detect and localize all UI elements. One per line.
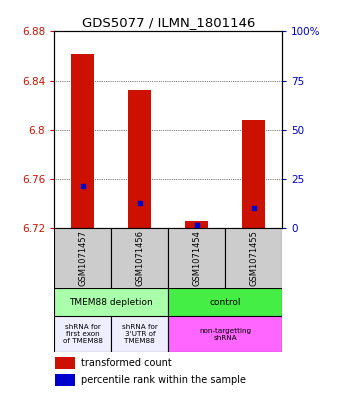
Bar — [168, 316, 282, 352]
Bar — [242, 120, 265, 228]
Text: percentile rank within the sample: percentile rank within the sample — [81, 375, 246, 384]
Text: shRNA for
3'UTR of
TMEM88: shRNA for 3'UTR of TMEM88 — [122, 324, 158, 344]
Bar — [54, 228, 112, 289]
Text: GSM1071457: GSM1071457 — [79, 230, 87, 286]
Text: GSM1071456: GSM1071456 — [135, 230, 144, 286]
Bar — [168, 228, 225, 289]
Bar — [54, 316, 112, 352]
Text: transformed count: transformed count — [81, 358, 172, 368]
Text: shRNA for
first exon
of TMEM88: shRNA for first exon of TMEM88 — [63, 324, 103, 344]
Text: GSM1071455: GSM1071455 — [249, 230, 258, 286]
Bar — [112, 228, 168, 289]
Bar — [112, 316, 168, 352]
Text: control: control — [209, 298, 241, 307]
Bar — [71, 53, 94, 228]
Bar — [225, 228, 282, 289]
Bar — [129, 90, 151, 228]
Title: GDS5077 / ILMN_1801146: GDS5077 / ILMN_1801146 — [82, 16, 255, 29]
Bar — [55, 374, 75, 386]
Bar — [168, 288, 282, 316]
Text: TMEM88 depletion: TMEM88 depletion — [69, 298, 153, 307]
Bar — [55, 357, 75, 369]
Bar — [185, 220, 208, 228]
Bar — [54, 288, 168, 316]
Text: GSM1071454: GSM1071454 — [192, 230, 201, 286]
Text: non-targetting
shRNA: non-targetting shRNA — [199, 327, 251, 341]
